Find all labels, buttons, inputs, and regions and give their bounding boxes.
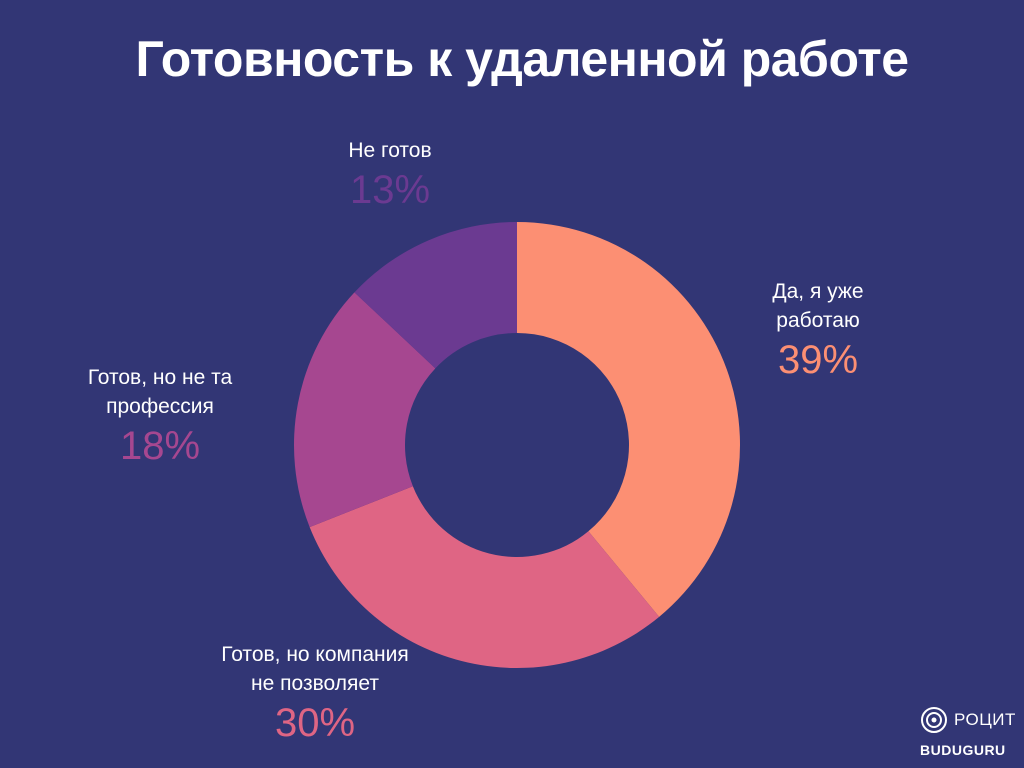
slice-label-text: Не готов [348, 139, 432, 162]
brand-subtitle: BUDUGURU [920, 742, 1006, 758]
donut-slice-not-ready [354, 222, 517, 369]
brand-logo: РОЦИТ BUDUGURU [920, 706, 1016, 758]
slice-label-text: профессия [106, 395, 214, 418]
slice-value: 30% [274, 701, 356, 745]
slice-value: 39% [777, 338, 859, 382]
donut-slice-working [517, 222, 741, 617]
slice-label-text: Готов, но компания [221, 643, 409, 666]
slice-value: 18% [119, 424, 201, 468]
donut-slice-wrong-profession [293, 292, 436, 528]
slice-label-working: Да, я уже работаю 39% [688, 277, 948, 383]
slice-label-text: не позволяет [251, 672, 379, 695]
slice-label-text: Да, я уже [772, 280, 864, 303]
brand-name: РОЦИТ [954, 710, 1016, 729]
donut-slice-company-forbids [309, 486, 660, 668]
slice-label-text: работаю [776, 309, 860, 332]
slice-label-not-ready: Не готов 13% [290, 136, 490, 213]
slice-label-text: Готов, но не та [87, 366, 233, 389]
slice-label-wrong-profession: Готов, но не та профессия 18% [40, 363, 280, 469]
slice-value: 13% [349, 168, 431, 212]
slice-label-company-forbids: Готов, но компания не позволяет 30% [150, 640, 480, 746]
target-circles-icon [921, 707, 947, 733]
chart-title: Готовность к удаленной работе [135, 31, 909, 87]
